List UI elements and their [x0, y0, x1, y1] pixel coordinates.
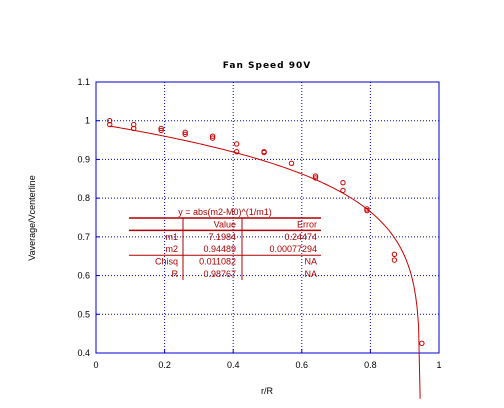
data-point: [261, 149, 267, 156]
y-tick-label: 0.9: [77, 154, 90, 164]
table-param: m1: [165, 232, 178, 242]
data-point: [107, 121, 113, 128]
data-point: [233, 148, 240, 155]
data-point: [209, 133, 216, 139]
y-tick-label: 1: [85, 116, 90, 126]
data-point: [312, 173, 319, 179]
y-tick-label: 0.8: [77, 193, 90, 203]
x-tick-label: 0.6: [296, 360, 309, 370]
data-point: [288, 160, 295, 167]
x-axis: 0 0.2 0.4 0.6 0.8 1: [93, 349, 442, 370]
table-value: 0.94489: [203, 244, 236, 254]
table-param: m2: [165, 244, 178, 254]
data-point: [419, 340, 425, 347]
y-axis-label: Vaverage/Vcenterline: [27, 175, 37, 260]
fit-equation: y = abs(m2-M0)^(1/m1): [178, 207, 272, 217]
data-point: [340, 187, 346, 194]
data-point: [158, 125, 164, 132]
plot-frame: [95, 81, 440, 354]
table-header-value: Value: [214, 219, 236, 229]
data-point: [340, 179, 346, 186]
data-point: [182, 131, 188, 137]
data-points: [107, 118, 425, 347]
x-tick-label: 0.4: [227, 360, 240, 370]
table-error: NA: [304, 269, 317, 279]
data-point: [158, 127, 164, 134]
x-tick-label: 0.8: [364, 360, 377, 370]
fit-table: y = abs(m2-M0)^(1/m1) Value Error m1 7.1984 0…: [129, 207, 321, 280]
data-point: [233, 141, 240, 147]
y-tick-label: 0.4: [77, 348, 90, 358]
chart-title: Fan Speed 90V: [223, 61, 311, 71]
y-tick-label: 0.7: [77, 232, 90, 242]
table-error: 0.24474: [284, 232, 317, 242]
y-tick-label: 0.6: [77, 271, 90, 281]
data-point: [107, 118, 113, 124]
x-tick-label: 0.2: [158, 360, 171, 370]
data-point: [131, 125, 137, 132]
table-value: 0.011082: [199, 257, 236, 267]
data-point: [209, 135, 216, 141]
y-axis: 0.4 0.5 0.6 0.7 0.8 0.9 1 1.1: [77, 77, 100, 358]
data-point: [391, 251, 398, 257]
table-error: 0.00077294: [269, 244, 317, 254]
grid: [96, 82, 439, 353]
table-param: Chisq: [155, 257, 178, 267]
data-point: [182, 129, 188, 136]
y-tick-label: 1.1: [77, 77, 90, 87]
x-axis-label: r/R: [261, 386, 273, 396]
table-param: R: [172, 269, 179, 279]
x-tick-label: 0: [93, 360, 98, 370]
data-point: [364, 207, 370, 214]
x-tick-label: 1: [436, 360, 441, 370]
table-value: 0.98767: [203, 269, 236, 279]
data-point: [312, 175, 319, 181]
table-error: NA: [304, 257, 317, 267]
table-value: 7.1984: [208, 232, 236, 242]
data-point: [391, 257, 398, 263]
table-header-error: Error: [297, 219, 317, 229]
data-point: [131, 121, 137, 128]
y-tick-label: 0.5: [77, 309, 90, 319]
